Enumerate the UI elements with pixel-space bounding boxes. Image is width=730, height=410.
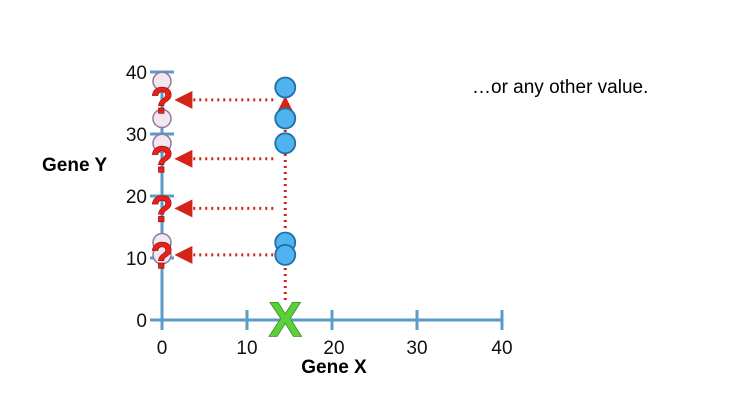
x-marker-icon: X [269, 294, 301, 347]
x-tick-label: 30 [406, 338, 427, 359]
question-mark-icon: ? [151, 188, 173, 229]
data-point [274, 132, 297, 155]
x-tick-label: 20 [323, 338, 344, 359]
x-axis-tick-labels: 0 10 20 30 40 [157, 338, 513, 359]
query-marker-layer: X [268, 293, 302, 348]
y-axis-tick-labels: 0 10 20 30 40 [126, 63, 147, 332]
ghost-points-layer [152, 71, 172, 265]
y-axis-title: Gene Y [42, 155, 107, 176]
x-tick-label: 0 [157, 338, 168, 359]
question-mark-icon: ? [151, 235, 173, 276]
ghost-point [152, 133, 172, 154]
arrows-layer [174, 90, 295, 300]
x-axis-title: Gene X [301, 357, 367, 378]
annotation-text: …or any other value. [472, 77, 648, 98]
ghost-point [152, 245, 172, 265]
data-point [274, 76, 297, 99]
x-tick-label: 40 [491, 338, 512, 359]
y-tick-label: 40 [126, 63, 147, 84]
data-points-layer [274, 76, 297, 266]
data-point [274, 243, 297, 266]
y-tick-label: 0 [136, 311, 147, 332]
y-tick-label: 10 [126, 249, 147, 270]
question-mark-icon: ? [151, 139, 173, 180]
y-tick-label: 30 [126, 125, 147, 146]
ghost-point [152, 108, 172, 129]
question-mark-icon: ? [151, 80, 173, 121]
axes: 0 10 20 30 40 0 10 20 30 40 Gene X Gene … [42, 63, 513, 378]
x-tick-label: 10 [236, 338, 257, 359]
ghost-point [152, 71, 172, 92]
question-marks-layer: ???? [150, 79, 173, 276]
y-tick-label: 20 [126, 187, 147, 208]
data-point [274, 107, 297, 130]
